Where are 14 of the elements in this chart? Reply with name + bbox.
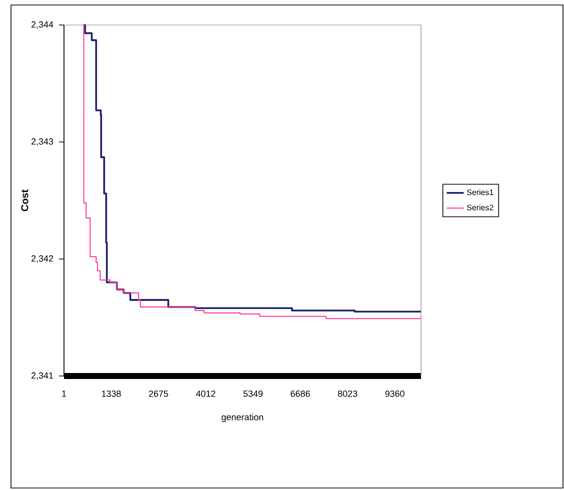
x-axis-title: generation (222, 414, 264, 422)
y-tick-label: 2,343 (31, 138, 54, 146)
x-tick-label: 6686 (290, 390, 310, 397)
x-tick-label: 2675 (149, 390, 168, 397)
x-tick-label: 1 (62, 390, 66, 397)
y-tick-label: 2,344 (31, 21, 54, 29)
x-tick-label: 1338 (102, 390, 121, 397)
x-tick-label: 5349 (243, 390, 263, 397)
y-tick-label: 2,341 (31, 372, 54, 380)
y-axis-title: Cost (21, 190, 28, 212)
y-tick-label: 2,342 (31, 255, 54, 263)
x-tick-label: 4012 (196, 390, 216, 397)
x-tick-label: 9360 (385, 390, 404, 397)
x-tick-label: 8023 (338, 390, 358, 397)
